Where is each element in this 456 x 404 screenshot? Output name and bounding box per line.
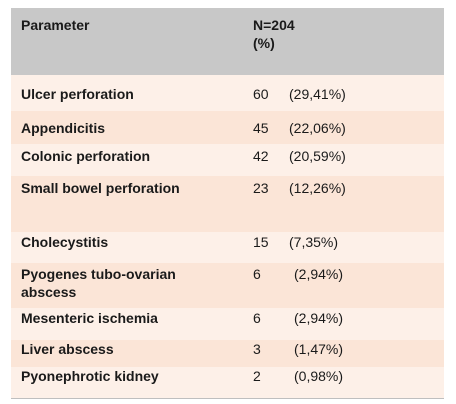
row-n: 3	[253, 341, 261, 357]
row-percent: (1,47%)	[294, 341, 344, 357]
row-n: 6	[253, 266, 261, 282]
row-parameter: Liver abscess	[21, 341, 114, 357]
row-parameter: Colonic perforation	[21, 148, 151, 164]
table-row: Liver abscess 3 (1,47%)	[11, 340, 444, 367]
row-n: 23	[253, 180, 269, 196]
row-parameter: Ulcer perforation	[21, 86, 134, 102]
table-row: Appendicitis 45 (22,06%)	[11, 111, 444, 144]
data-table: Parameter N=204 (%) Ulcer perforation 60…	[11, 8, 444, 399]
row-parameter: Appendicitis	[21, 120, 106, 136]
table-header-row: Parameter N=204 (%)	[11, 8, 444, 75]
row-percent: (29,41%)	[289, 86, 346, 102]
header-parameter: Parameter	[21, 17, 90, 33]
row-percent: (12,26%)	[289, 180, 346, 196]
row-parameter: Pyogenes tubo-ovarian abscess	[21, 266, 176, 300]
row-n: 2	[253, 368, 261, 384]
table-row: Mesenteric ischemia 6 (2,94%)	[11, 308, 444, 340]
table-row: Cholecystitis 15 (7,35%)	[11, 232, 444, 263]
row-n: 45	[253, 120, 269, 136]
header-n-line1: N=204	[253, 17, 295, 33]
row-n: 6	[253, 310, 261, 326]
row-percent: (2,94%)	[294, 310, 344, 326]
table-row: Colonic perforation 42 (20,59%)	[11, 144, 444, 176]
row-parameter: Pyonephrotic kidney	[21, 368, 159, 384]
row-n: 60	[253, 86, 269, 102]
row-parameter: Cholecystitis	[21, 234, 109, 250]
row-parameter: Small bowel perforation	[21, 180, 180, 196]
row-percent: (7,35%)	[289, 234, 339, 250]
row-n: 15	[253, 234, 269, 250]
row-percent: (2,94%)	[294, 266, 344, 282]
header-n: N=204 (%)	[253, 16, 295, 52]
table-row: Ulcer perforation 60 (29,41%)	[11, 75, 444, 111]
table-row: Pyonephrotic kidney 2 (0,98%)	[11, 367, 444, 398]
table-row: Small bowel perforation 23 (12,26%)	[11, 176, 444, 232]
row-parameter: Mesenteric ischemia	[21, 310, 158, 326]
row-n: 42	[253, 148, 269, 164]
row-percent: (22,06%)	[289, 120, 346, 136]
row-percent: (0,98%)	[294, 368, 344, 384]
row-percent: (20,59%)	[289, 148, 346, 164]
table-row: Pyogenes tubo-ovarian abscess 6 (2,94%)	[11, 263, 444, 308]
header-n-line2: (%)	[253, 35, 275, 51]
